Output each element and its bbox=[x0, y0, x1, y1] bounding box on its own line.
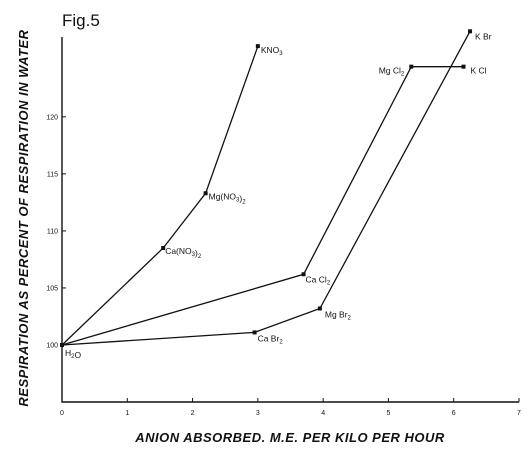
x-tick-label: 4 bbox=[321, 410, 325, 417]
y-tick-label: 115 bbox=[47, 171, 58, 178]
y-tick-label: 105 bbox=[46, 285, 58, 292]
point-label-MgBr2: Mg Br2 bbox=[325, 309, 352, 321]
point-label-CaNO3: Ca(NO3)2 bbox=[165, 246, 202, 260]
axes: 0 1 2 3 4 5 6 7 100 105 110 115 120 bbox=[46, 37, 521, 417]
y-axis-label: RESPIRATION AS PERCENT OF RESPIRATION IN… bbox=[16, 29, 31, 406]
x-tick-label: 3 bbox=[256, 410, 260, 417]
series-line-3 bbox=[61, 30, 471, 346]
x-tick-label: 0 bbox=[60, 410, 64, 417]
x-tick-label: 5 bbox=[386, 410, 390, 417]
point-label-KCl: K Cl bbox=[471, 66, 487, 76]
x-tick-label: 1 bbox=[125, 410, 129, 417]
data-point-CaCl2 bbox=[301, 272, 306, 277]
data-point-KCl bbox=[461, 64, 466, 69]
point-label-CaCl2: Ca Cl2 bbox=[306, 274, 331, 286]
figure-title: Fig.5 bbox=[62, 11, 100, 30]
data-point-KBr bbox=[468, 29, 473, 34]
data-point-MgCl2 bbox=[409, 64, 414, 69]
y-tick-label: 100 bbox=[46, 342, 58, 349]
point-label-CaBr2: Ca Br2 bbox=[258, 333, 284, 345]
data-point-MgNO3 bbox=[203, 191, 208, 196]
point-label-MgNO3: Mg(NO3)2 bbox=[209, 191, 247, 205]
x-tick-label: 2 bbox=[191, 410, 195, 417]
point-label-KBr: K Br bbox=[475, 31, 492, 41]
data-point-KNO3 bbox=[255, 44, 260, 49]
series-line-2 bbox=[61, 66, 464, 346]
x-axis-label: ANION ABSORBED. M.E. PER KILO PER HOUR bbox=[134, 430, 445, 445]
y-tick-label: 110 bbox=[47, 228, 58, 235]
data-point-H2O bbox=[60, 342, 64, 347]
axis-lines bbox=[61, 37, 519, 403]
x-tick-label: 6 bbox=[452, 410, 456, 417]
points-group bbox=[60, 29, 473, 347]
series-group bbox=[61, 30, 471, 346]
x-tick-label: 7 bbox=[517, 410, 521, 417]
data-point-MgBr2 bbox=[317, 306, 322, 311]
data-point-CaNO3 bbox=[161, 246, 166, 251]
series-line-1 bbox=[61, 45, 259, 346]
y-tick-label: 120 bbox=[46, 114, 58, 121]
point-label-H2O: H2O bbox=[65, 348, 81, 360]
data-point-CaBr2 bbox=[252, 330, 257, 335]
point-label-KNO3: KNO3 bbox=[261, 45, 283, 57]
point-label-MgCl2: Mg Cl2 bbox=[379, 66, 405, 78]
point-labels-group: H2O Ca(NO3)2 Mg(NO3)2 KNO3 Ca Cl2 Mg Cl2 K Cl C… bbox=[65, 31, 492, 360]
